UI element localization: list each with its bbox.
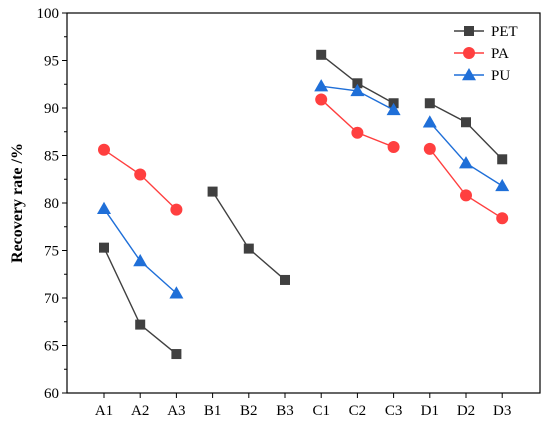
data-point-pa xyxy=(98,143,110,156)
data-point-pet xyxy=(99,242,109,253)
series-pu xyxy=(97,79,510,299)
series-pa xyxy=(98,93,509,225)
legend-marker-pa xyxy=(463,47,475,59)
data-point-pa xyxy=(134,168,147,181)
data-point-pet xyxy=(352,78,363,89)
data-point-pu xyxy=(350,83,365,97)
series-line-pu xyxy=(429,121,503,187)
y-tick-label: 95 xyxy=(44,54,59,70)
data-point-pa xyxy=(460,189,472,202)
x-tick-label: B2 xyxy=(240,403,258,419)
data-point-pet xyxy=(243,243,254,254)
data-point-pet xyxy=(171,349,182,360)
data-point-pu xyxy=(169,286,184,299)
data-point-pa xyxy=(423,142,436,155)
y-tick-label: 75 xyxy=(44,244,59,260)
y-tick-label: 100 xyxy=(37,6,60,22)
x-tick-label: B1 xyxy=(204,403,222,419)
y-tick-label: 80 xyxy=(44,196,59,212)
legend-label: PET xyxy=(491,24,518,40)
y-tick-label: 90 xyxy=(44,101,59,117)
y-tick-label: 60 xyxy=(44,386,59,402)
data-point-pa xyxy=(351,126,364,139)
data-point-pu xyxy=(97,201,111,214)
y-axis-label: Recovery rate /% xyxy=(9,143,26,263)
plot-area xyxy=(97,49,510,360)
x-tick-label: C3 xyxy=(385,403,403,419)
data-point-pu xyxy=(422,115,437,128)
x-tick-label: D2 xyxy=(457,403,475,419)
data-point-pa xyxy=(496,212,509,225)
legend-item-pet: PET xyxy=(454,24,518,40)
data-point-pa xyxy=(170,203,183,216)
x-tick-label: A2 xyxy=(131,403,149,419)
series-line-pet xyxy=(429,102,503,160)
data-point-pa xyxy=(387,140,400,153)
y-tick-label: 85 xyxy=(44,149,59,165)
x-tick-label: C1 xyxy=(312,403,330,419)
y-tick-label: 65 xyxy=(44,339,59,355)
x-tick-label: A3 xyxy=(167,403,185,419)
series-line-pet xyxy=(212,191,286,281)
data-point-pu xyxy=(133,253,148,267)
data-point-pet xyxy=(280,274,290,285)
legend-label: PU xyxy=(491,68,510,84)
data-point-pu xyxy=(459,156,473,169)
y-tick-label: 70 xyxy=(44,291,59,307)
data-point-pa xyxy=(315,93,328,106)
x-tick-label: C2 xyxy=(349,403,367,419)
data-point-pu xyxy=(314,79,329,92)
series-pet xyxy=(99,49,508,360)
legend: PET PA PU xyxy=(454,24,518,84)
data-point-pu xyxy=(495,178,510,192)
legend-item-pu: PU xyxy=(454,68,510,84)
legend-marker-pu xyxy=(462,68,476,81)
x-tick-label: B3 xyxy=(276,403,294,419)
data-point-pet xyxy=(424,98,435,109)
data-point-pet xyxy=(461,117,471,128)
data-point-pu xyxy=(386,102,401,116)
data-point-pet xyxy=(497,154,508,165)
x-tick-label: D3 xyxy=(493,403,511,419)
series-line-pu xyxy=(103,208,177,294)
series-line-pa xyxy=(320,98,394,148)
legend-marker-pet xyxy=(464,26,474,36)
x-tick-label: A1 xyxy=(95,403,113,419)
data-point-pet xyxy=(316,49,327,60)
data-point-pet xyxy=(135,319,146,330)
legend-item-pa: PA xyxy=(454,46,509,62)
axes: 60 65 70 75 80 85 90 95 100 A1 A2 A3 B1 B2 B3 C1 C2 C3 D1 D… xyxy=(37,6,541,419)
legend-label: PA xyxy=(491,46,509,62)
data-point-pet xyxy=(207,186,218,197)
x-tick-label: D1 xyxy=(421,403,439,419)
